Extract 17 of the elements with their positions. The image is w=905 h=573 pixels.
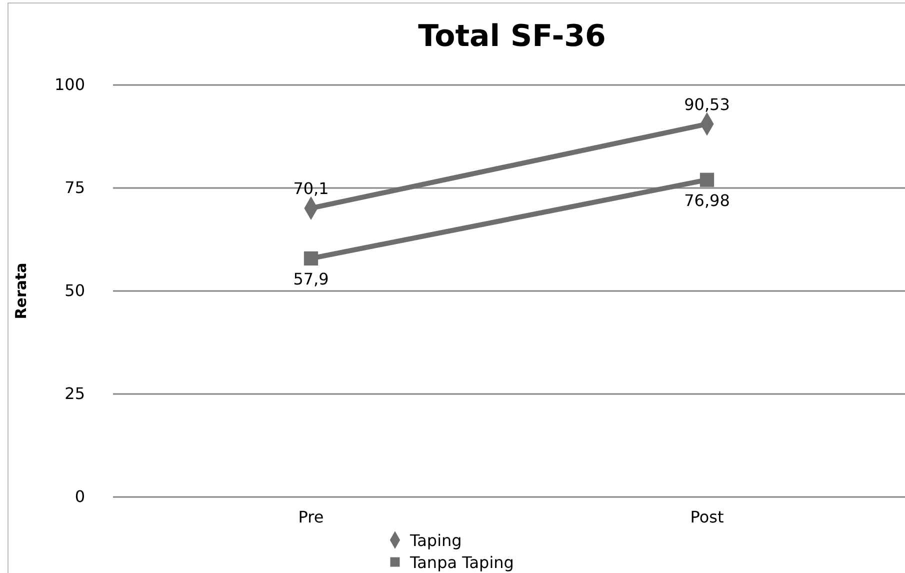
- y-tick-label: 100: [54, 75, 85, 94]
- data-label: 57,9: [293, 269, 329, 288]
- y-tick-label: 50: [64, 281, 85, 300]
- y-tick-label: 75: [64, 178, 85, 198]
- data-label: 90,53: [684, 95, 730, 114]
- y-tick-label: 0: [74, 487, 85, 506]
- chart-title: Total SF-36: [418, 19, 606, 54]
- x-tick-label: Pre: [298, 507, 324, 526]
- y-axis-title: Rerata: [12, 262, 30, 320]
- point: [304, 251, 318, 266]
- legend-label: Taping: [409, 531, 462, 550]
- data-label: 76,98: [684, 190, 730, 210]
- x-tick-label: Post: [690, 507, 724, 526]
- point: [700, 172, 714, 187]
- data-label: 70,1: [293, 179, 329, 198]
- legend-label: Tanpa Taping: [409, 553, 514, 572]
- y-tick-label: 25: [64, 384, 85, 404]
